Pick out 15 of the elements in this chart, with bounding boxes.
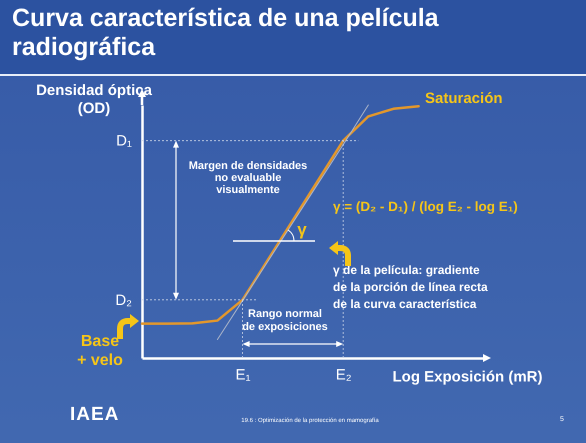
y-axis-title: Densidad óptica (OD) (35, 82, 153, 118)
x-tick-label: E₂ (336, 366, 352, 384)
annotation: γ de la película: gradiente de la porción de línea recta de la curva característica (333, 263, 488, 311)
annotation: γ = (D₂ - D₁) / (log E₂ - log E₁) (333, 199, 518, 214)
text: IAEA (70, 404, 120, 426)
chart-title: Curva característica de una película radiográfica (12, 4, 440, 62)
x-axis-title: Log Exposición (mR) (392, 368, 543, 386)
annotation: Rango normal de exposiciones (242, 308, 328, 333)
annotation: Margen de densidades no evaluable visualmente (188, 160, 308, 196)
annotation: γ (297, 220, 308, 239)
ref-line-label: D₁ (116, 132, 132, 150)
annotation: Saturación (425, 90, 503, 107)
x-tick-label: E₁ (236, 366, 251, 384)
ref-line-label: D₂ (115, 292, 132, 309)
text: Base + velo (77, 333, 124, 369)
